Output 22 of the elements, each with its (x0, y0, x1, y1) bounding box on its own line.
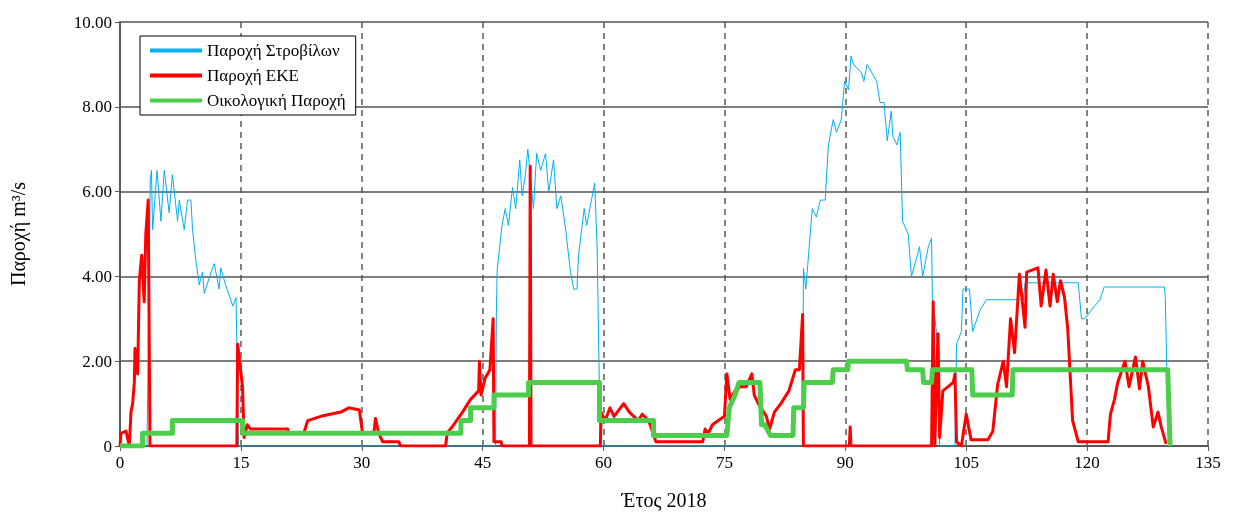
line-series (118, 164, 1168, 448)
legend-label: Παροχή ΕΚΕ (207, 66, 299, 85)
y-tick-label: 6.00 (82, 182, 112, 202)
y-tick-label: 0 (103, 436, 112, 456)
legend-label: Παροχή Στροβίλων (207, 41, 340, 60)
x-tick-label: 135 (1195, 453, 1221, 472)
x-tick-label: 15 (232, 453, 250, 472)
x-tick-label: 45 (474, 453, 492, 472)
y-tick-label: 10.00 (73, 12, 112, 32)
legend-label: Οικολογική Παροχή (207, 91, 346, 110)
y-tick-label: 4.00 (82, 266, 112, 286)
x-tick-label: 60 (595, 453, 613, 472)
x-tick-label: 30 (353, 453, 371, 472)
x-tick-label: 75 (715, 453, 733, 472)
y-axis-title: Παροχή m³/s (7, 181, 30, 287)
x-axis-title: Έτος 2018 (620, 489, 707, 511)
y-tick-label: 8.00 (82, 97, 112, 117)
x-tick-label: 120 (1074, 453, 1100, 472)
x-tick-label: 105 (953, 453, 979, 472)
x-tick-label: 0 (115, 453, 125, 472)
x-tick-label: 90 (836, 453, 854, 472)
y-tick-label: 2.00 (82, 351, 112, 371)
